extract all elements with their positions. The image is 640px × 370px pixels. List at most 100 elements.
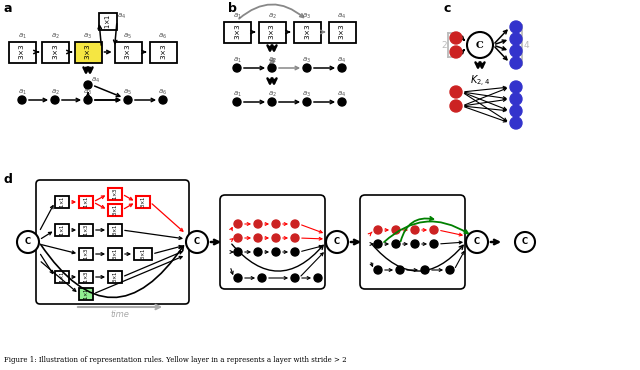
Text: $a_6$: $a_6$ [159, 87, 168, 97]
Text: $1{\times}3$: $1{\times}3$ [111, 188, 119, 200]
FancyBboxPatch shape [134, 248, 152, 260]
Text: $1{\times}1$: $1{\times}1$ [58, 271, 66, 283]
Text: $a_2$: $a_2$ [268, 90, 276, 98]
FancyBboxPatch shape [294, 21, 321, 43]
Circle shape [374, 266, 382, 274]
Circle shape [272, 234, 280, 242]
Text: $1{\times}1$: $1{\times}1$ [58, 224, 66, 236]
Circle shape [268, 64, 276, 72]
Text: C: C [476, 40, 484, 50]
Text: $1{\times}3$: $1{\times}3$ [82, 271, 90, 283]
Text: $a_3$: $a_3$ [83, 32, 93, 41]
Text: $3{\times}1$: $3{\times}1$ [111, 224, 119, 236]
Circle shape [510, 81, 522, 93]
FancyBboxPatch shape [42, 41, 68, 63]
FancyBboxPatch shape [108, 204, 122, 216]
Text: C: C [25, 238, 31, 246]
Text: $3{\times}3$: $3{\times}3$ [303, 24, 312, 40]
Text: $K_{2,4}$: $K_{2,4}$ [470, 74, 490, 88]
Text: $a_2$: $a_2$ [51, 87, 60, 97]
Text: $a_3$: $a_3$ [83, 87, 93, 97]
Circle shape [314, 274, 322, 282]
Circle shape [510, 117, 522, 129]
FancyBboxPatch shape [55, 271, 69, 283]
FancyBboxPatch shape [108, 271, 122, 283]
Circle shape [510, 33, 522, 45]
FancyBboxPatch shape [99, 13, 117, 30]
Text: $a_2$: $a_2$ [268, 56, 276, 65]
Circle shape [392, 240, 400, 248]
FancyBboxPatch shape [360, 195, 465, 289]
Circle shape [233, 64, 241, 72]
Circle shape [374, 240, 382, 248]
FancyBboxPatch shape [259, 21, 285, 43]
Text: $a_5$: $a_5$ [124, 32, 132, 41]
Circle shape [254, 248, 262, 256]
Text: 2: 2 [442, 40, 447, 50]
Circle shape [291, 220, 299, 228]
Text: C: C [194, 238, 200, 246]
Circle shape [326, 231, 348, 253]
FancyBboxPatch shape [74, 41, 102, 63]
Circle shape [234, 248, 242, 256]
Circle shape [510, 57, 522, 69]
Circle shape [84, 96, 92, 104]
Circle shape [254, 220, 262, 228]
FancyBboxPatch shape [223, 21, 250, 43]
Text: $3{\times}1$: $3{\times}1$ [111, 248, 119, 260]
Text: $1{\times}1$: $1{\times}1$ [82, 196, 90, 208]
FancyBboxPatch shape [55, 196, 69, 208]
FancyBboxPatch shape [79, 288, 93, 300]
Text: a: a [3, 2, 12, 15]
Text: C: C [522, 238, 528, 246]
Text: $1{\times}3$: $1{\times}3$ [82, 248, 90, 260]
Text: $a_1$: $a_1$ [232, 90, 241, 98]
FancyBboxPatch shape [108, 248, 122, 260]
Text: $3{\times}1$: $3{\times}1$ [111, 204, 119, 216]
Text: $1{\times}1$: $1{\times}1$ [104, 13, 113, 28]
Circle shape [159, 96, 167, 104]
Circle shape [124, 96, 132, 104]
Text: d: d [3, 173, 12, 186]
Circle shape [515, 232, 535, 252]
Circle shape [84, 81, 92, 89]
Circle shape [466, 231, 488, 253]
Circle shape [338, 98, 346, 106]
Text: $a_2$: $a_2$ [268, 12, 276, 21]
Circle shape [411, 226, 419, 234]
FancyBboxPatch shape [79, 248, 93, 260]
FancyBboxPatch shape [220, 195, 325, 289]
Circle shape [272, 248, 280, 256]
Text: $a_6$: $a_6$ [159, 32, 168, 41]
Text: $3{\times}3$: $3{\times}3$ [124, 44, 132, 60]
Text: $a_1$: $a_1$ [17, 32, 26, 41]
FancyBboxPatch shape [108, 188, 122, 200]
Text: C: C [334, 238, 340, 246]
Text: $3{\times}3$: $3{\times}3$ [232, 24, 241, 40]
Text: $a_1$: $a_1$ [232, 12, 241, 21]
Circle shape [510, 93, 522, 105]
Text: $1{\times}1$: $1{\times}1$ [58, 196, 66, 208]
Circle shape [411, 240, 419, 248]
Circle shape [291, 274, 299, 282]
Circle shape [446, 266, 454, 274]
Text: $3{\times}3$: $3{\times}3$ [83, 44, 93, 60]
Text: $3{\times}1$: $3{\times}1$ [139, 248, 147, 260]
Circle shape [234, 274, 242, 282]
Text: $1{\times}1$: $1{\times}1$ [82, 288, 90, 300]
Text: Figure 1: Illustration of representation rules. Yellow layer in a represents a l: Figure 1: Illustration of representation… [4, 356, 347, 364]
Text: $a_4$: $a_4$ [337, 90, 347, 98]
Text: $a_4$: $a_4$ [337, 12, 347, 21]
Circle shape [303, 98, 311, 106]
Circle shape [392, 226, 400, 234]
Text: $a_4$: $a_4$ [92, 75, 100, 85]
FancyBboxPatch shape [108, 224, 122, 236]
FancyBboxPatch shape [79, 271, 93, 283]
Circle shape [186, 231, 208, 253]
FancyBboxPatch shape [79, 196, 93, 208]
Circle shape [291, 234, 299, 242]
Circle shape [233, 98, 241, 106]
Circle shape [430, 240, 438, 248]
Text: $3{\times}1$: $3{\times}1$ [111, 271, 119, 283]
Text: $3{\times}3$: $3{\times}3$ [17, 44, 26, 60]
